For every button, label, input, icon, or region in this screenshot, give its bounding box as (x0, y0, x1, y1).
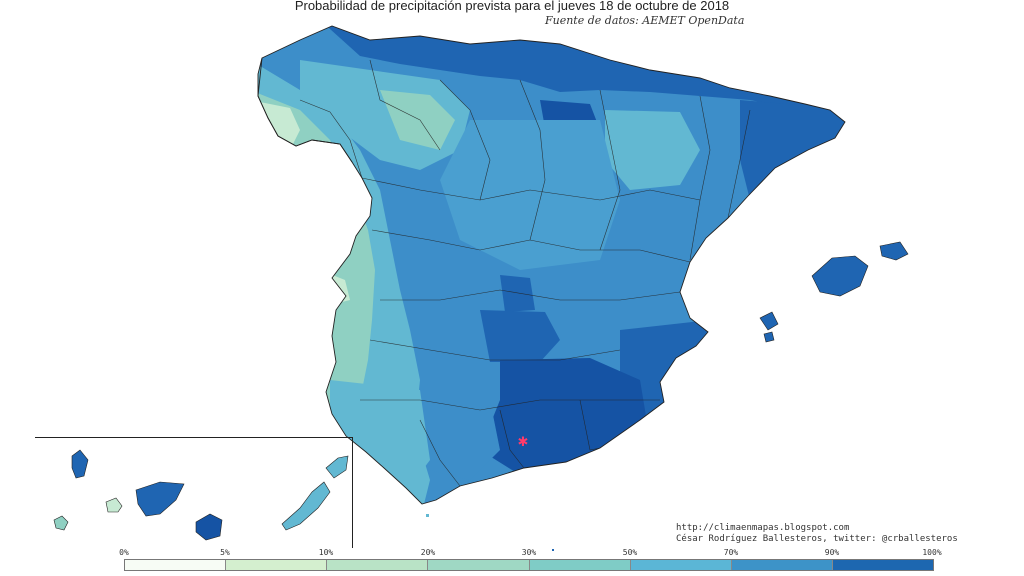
melilla-marker (552, 549, 554, 551)
legend-swatch (529, 560, 631, 570)
legend-swatch (832, 560, 933, 570)
legend-swatch (327, 560, 429, 570)
station-star-icon: ✱ (518, 435, 529, 450)
map-subtitle: Fuente de datos: AEMET OpenData (545, 14, 745, 27)
legend-label-100: 100% (922, 548, 942, 557)
legend-labels: 0% 5% 10% 20% 30% 50% 70% 90% 100% (0, 548, 1024, 560)
legend-label-5: 5% (220, 548, 230, 557)
legend-swatch (125, 560, 227, 570)
legend-swatch (731, 560, 833, 570)
legend-label-10: 10% (318, 548, 334, 557)
canary-islands-inset (53, 449, 349, 541)
legend-label-20: 20% (420, 548, 436, 557)
ceuta-marker (426, 514, 429, 517)
legend-swatch (630, 560, 732, 570)
legend-label-0: 0% (119, 548, 129, 557)
legend-swatch (428, 560, 530, 570)
balearic-islands (759, 241, 909, 343)
legend-label-70: 70% (723, 548, 739, 557)
legend-label-50: 50% (622, 548, 638, 557)
legend-label-90: 90% (824, 548, 840, 557)
map-title: Probabilidad de precipitación prevista p… (294, 0, 730, 13)
province-borders (299, 59, 751, 487)
credit-url: http://climaenmapas.blogspot.com (676, 523, 850, 533)
legend-label-30: 30% (521, 548, 537, 557)
legend-swatch (226, 560, 328, 570)
legend-color-bar (124, 559, 934, 571)
canary-inset-frame (35, 437, 353, 548)
credit-author: César Rodríguez Ballesteros, twitter: @c… (676, 534, 958, 544)
